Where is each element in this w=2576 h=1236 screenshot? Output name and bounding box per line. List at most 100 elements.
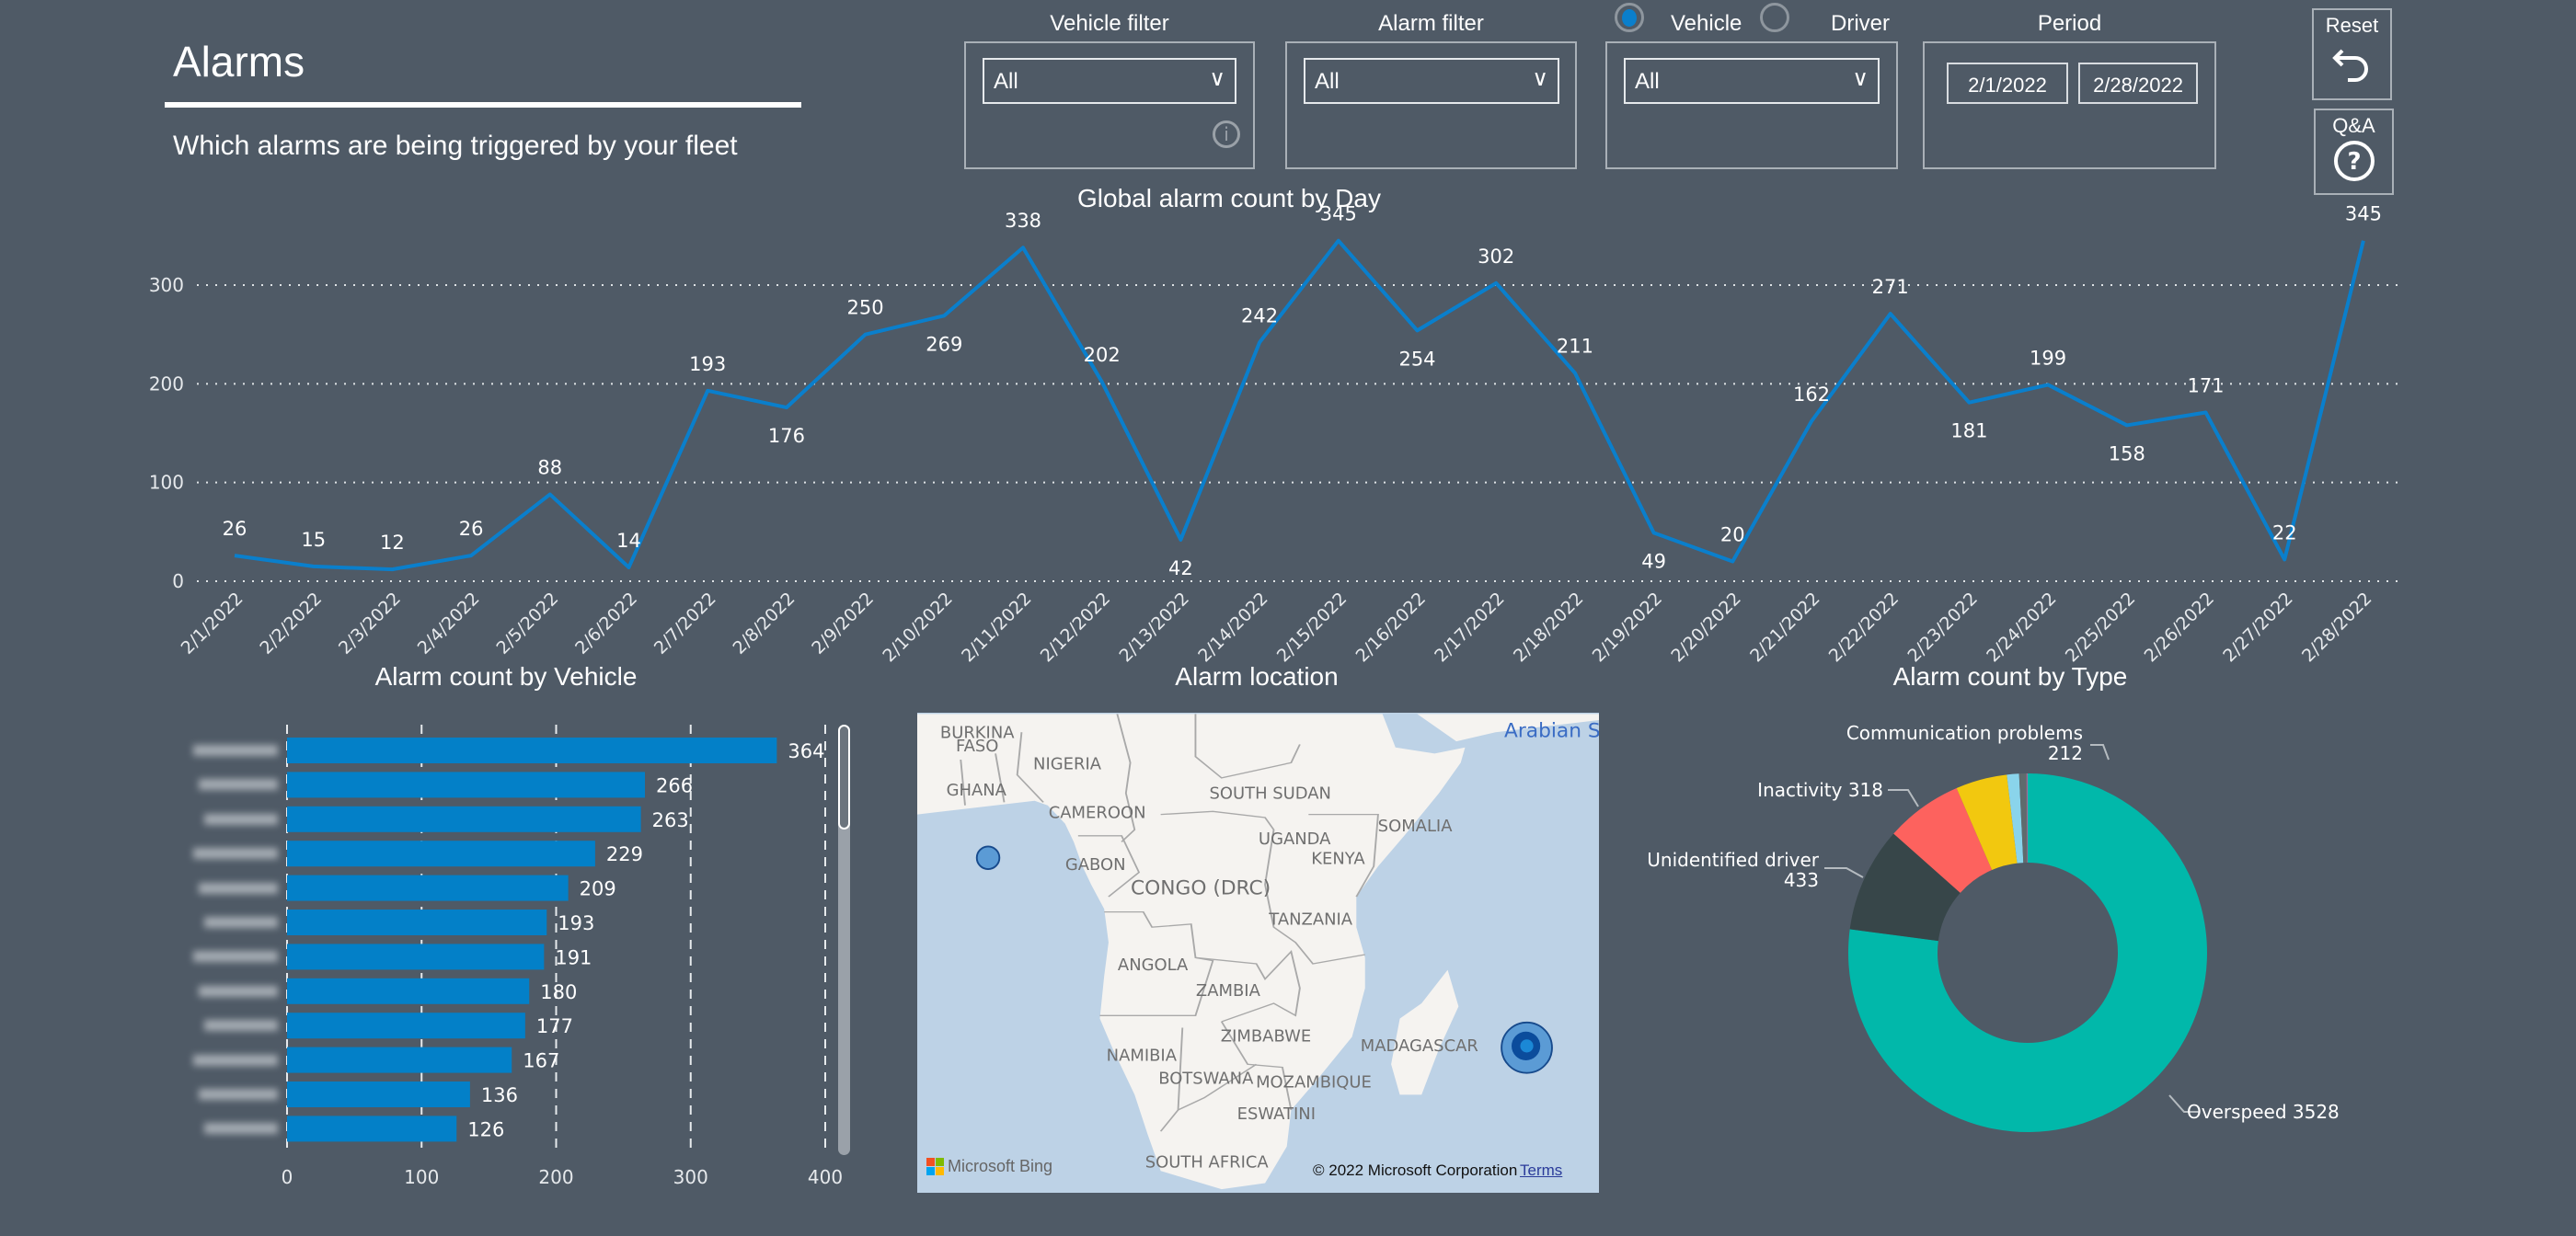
radio-vehicle-label: Vehicle <box>1671 11 1742 36</box>
bar-chart-scrollbar[interactable] <box>838 725 850 1155</box>
bar-value-label: 180 <box>540 981 577 1003</box>
period-end-input[interactable]: 2/28/2022 <box>2078 63 2198 104</box>
map-label: FASO <box>956 737 998 756</box>
bar <box>287 738 777 763</box>
map-labels: BURKINA FASO NIGERIA GHANA SOUTH SUDAN C… <box>940 723 1478 1172</box>
data-label: 14 <box>616 530 641 552</box>
vehicle-driver-value: All <box>1635 69 1660 94</box>
qa-label: Q&A <box>2332 114 2375 137</box>
donut-chart-title: Alarm count by Type <box>1892 662 2128 691</box>
map-label: ESWATINI <box>1237 1104 1316 1124</box>
alarm-location-bubble[interactable] <box>975 845 1001 870</box>
x-tick-label: 2/18/2022 <box>1510 589 1587 666</box>
info-icon[interactable]: i <box>1213 120 1240 148</box>
map-terms-link[interactable]: Terms <box>1520 1162 1563 1179</box>
data-label: 211 <box>1557 336 1593 358</box>
x-tick-label: 2/6/2022 <box>571 589 641 658</box>
data-label: 269 <box>926 333 962 355</box>
bar <box>287 1047 512 1073</box>
vehicle-label-redacted <box>199 1089 278 1100</box>
bar-value-label: 126 <box>467 1118 504 1140</box>
vehicle-label-redacted <box>193 745 278 756</box>
data-label: 345 <box>2345 203 2382 225</box>
map-label: ZAMBIA <box>1196 981 1261 1001</box>
bar <box>287 772 646 798</box>
alarm-location-bubble-core <box>1520 1039 1534 1053</box>
x-tick-label: 2/5/2022 <box>492 589 562 658</box>
x-tick-label: 2/11/2022 <box>958 589 1035 666</box>
bar-value-label: 193 <box>558 912 594 934</box>
bar-value-label: 191 <box>555 946 592 968</box>
bar <box>287 806 641 832</box>
bar <box>287 841 595 867</box>
donut-value-communication: 212 <box>2048 742 2083 764</box>
x-tick-label: 2/17/2022 <box>1431 589 1508 666</box>
radio-vehicle[interactable] <box>1615 3 1644 32</box>
bar <box>287 944 545 970</box>
map-canvas[interactable]: BURKINA FASO NIGERIA GHANA SOUTH SUDAN C… <box>917 713 1599 1193</box>
donut-value-unidentified: 433 <box>1784 869 1819 891</box>
data-label: 176 <box>768 425 805 447</box>
chevron-down-icon: ∨ <box>1852 66 1869 91</box>
period-start-input[interactable]: 2/1/2022 <box>1947 63 2068 104</box>
data-label: 88 <box>537 457 562 479</box>
map-title: Alarm location <box>1175 662 1339 691</box>
vehicle-filter-label: Vehicle filter <box>1050 11 1169 36</box>
map-label: CONGO (DRC) <box>1131 876 1271 899</box>
vehicle-label-redacted <box>199 882 278 894</box>
vehicle-driver-dropdown[interactable]: All ∨ <box>1624 58 1880 104</box>
data-label: 171 <box>2187 374 2224 396</box>
donut-slice <box>1893 787 1993 893</box>
x-tick-label: 2/16/2022 <box>1352 589 1430 666</box>
scrollbar-thumb[interactable] <box>838 725 850 830</box>
x-tick-label: 300 <box>673 1166 708 1188</box>
x-tick-label: 2/22/2022 <box>1825 589 1903 666</box>
x-tick-label: 2/8/2022 <box>730 589 799 658</box>
x-tick-label: 200 <box>538 1166 573 1188</box>
vehicle-label-redacted <box>199 779 278 791</box>
data-label: 250 <box>847 297 884 319</box>
x-tick-label: 2/23/2022 <box>1903 589 1981 666</box>
x-tick-label: 2/19/2022 <box>1589 589 1666 666</box>
donut-label-communication: Communication problems <box>1846 722 2083 744</box>
vehicle-filter-dropdown[interactable]: All ∨ <box>983 58 1236 104</box>
vehicle-label-redacted <box>199 985 278 997</box>
chevron-down-icon: ∨ <box>1209 66 1225 91</box>
bar-value-label: 167 <box>523 1050 559 1072</box>
map-label: SOUTH AFRICA <box>1145 1153 1270 1173</box>
radio-driver[interactable] <box>1760 3 1789 32</box>
period-slicer: 2/1/2022 2/28/2022 <box>1923 41 2216 169</box>
leader-line <box>1888 789 1919 807</box>
line-chart-title: Global alarm count by Day <box>1077 184 1381 212</box>
donut-label-inactivity: Inactivity 318 <box>1757 779 1883 801</box>
data-label: 158 <box>2109 442 2145 464</box>
x-tick-label: 400 <box>808 1166 843 1188</box>
reset-label: Reset <box>2325 14 2379 37</box>
map-copyright: © 2022 Microsoft Corporation <box>1313 1162 1518 1179</box>
bar <box>287 1116 457 1142</box>
alarm-filter-dropdown[interactable]: All ∨ <box>1304 58 1559 104</box>
y-tick-label: 0 <box>172 570 184 592</box>
data-label: 26 <box>459 518 484 540</box>
microsoft-logo-icon <box>926 1158 945 1176</box>
map-label: KENYA <box>1311 849 1365 868</box>
map-label: SOUTH SUDAN <box>1209 784 1330 803</box>
qa-button[interactable]: Q&A ? <box>2314 109 2394 195</box>
alarm-filter-slicer: All ∨ <box>1285 41 1577 169</box>
x-tick-label: 2/1/2022 <box>178 589 247 658</box>
bar-chart: 0 100 200 300 400 364 266 263 229 209 193 191 180 177… <box>282 725 843 1188</box>
leader-line <box>2168 1094 2199 1113</box>
x-tick-label: 2/14/2022 <box>1194 589 1271 666</box>
y-tick-label: 200 <box>149 372 184 395</box>
data-label: 162 <box>1793 383 1830 406</box>
alarm-map[interactable]: BURKINA FASO NIGERIA GHANA SOUTH SUDAN C… <box>917 713 1599 1193</box>
reset-button[interactable]: Reset <box>2312 8 2392 100</box>
data-label: 26 <box>223 518 247 540</box>
x-tick-label: 2/26/2022 <box>2141 589 2218 666</box>
data-label: 193 <box>689 353 726 375</box>
data-label: 199 <box>2030 347 2066 369</box>
madagascar-land <box>1391 969 1459 1095</box>
data-label: 42 <box>1168 557 1193 579</box>
undo-icon <box>2331 49 2368 82</box>
